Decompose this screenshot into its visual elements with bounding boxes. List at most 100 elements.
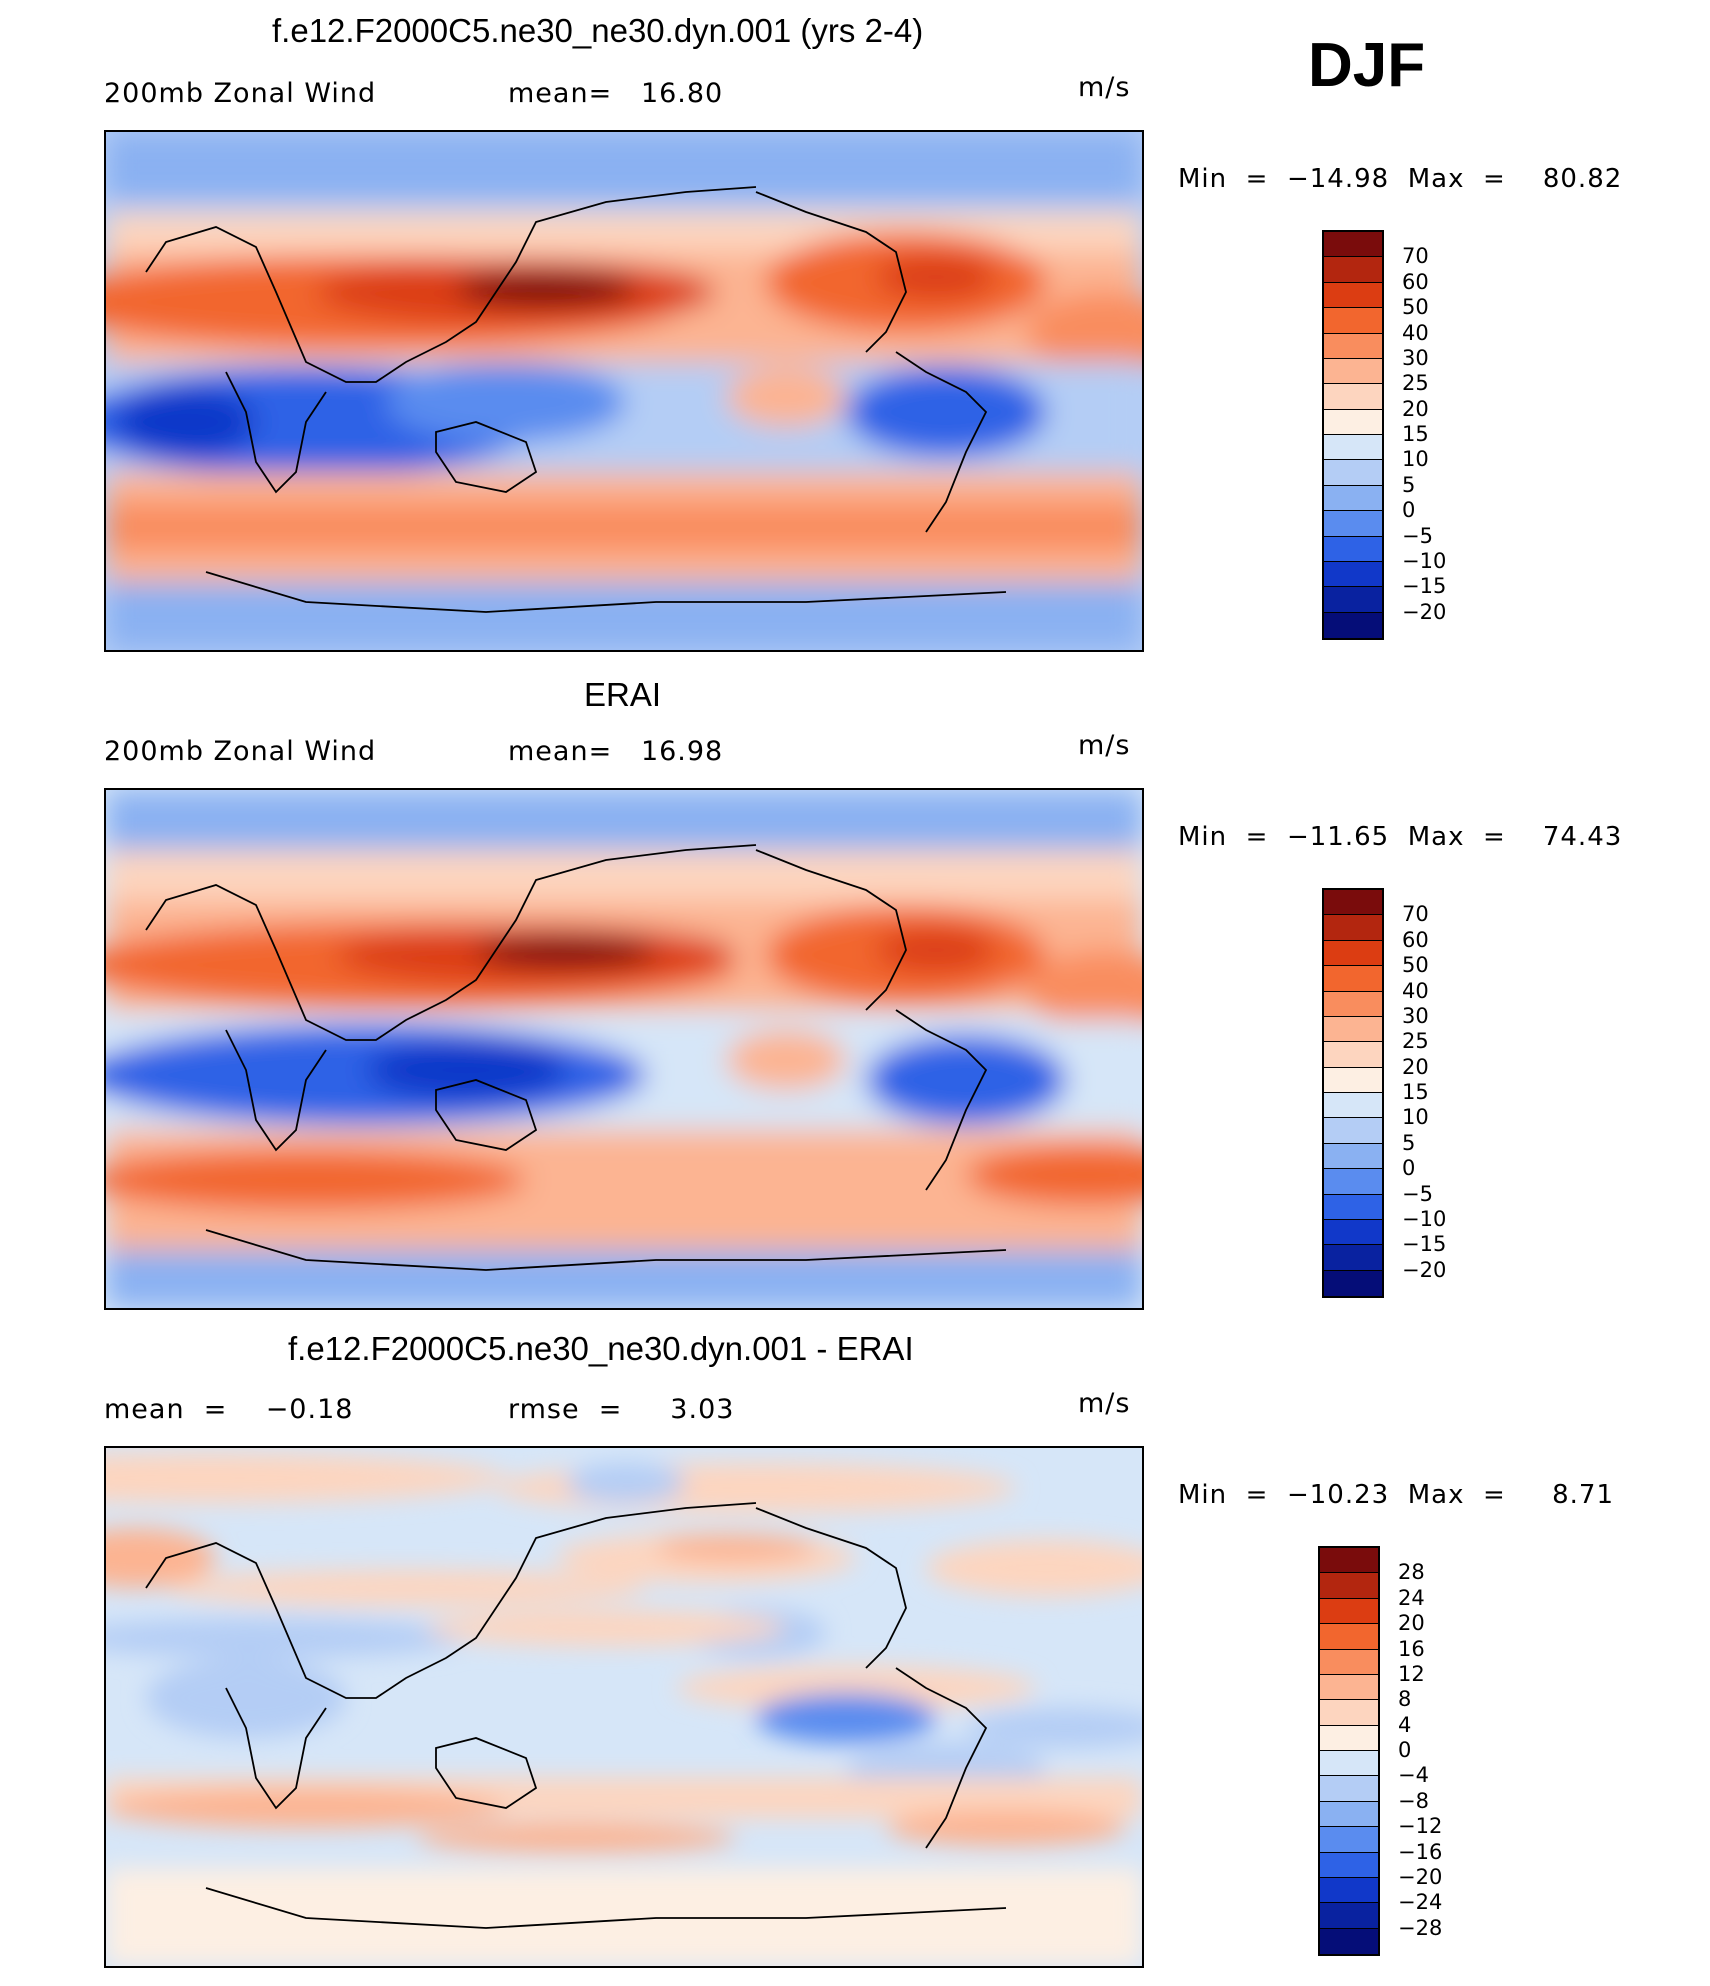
colorbar-swatch xyxy=(1324,232,1382,258)
panel-2-units: m/s xyxy=(1078,730,1131,761)
panel-3-coastlines xyxy=(145,1502,1007,1929)
panel-1-title: f.e12.F2000C5.ne30_ne30.dyn.001 (yrs 2-4… xyxy=(272,12,924,49)
colorbar-tick-label: −24 xyxy=(1398,1890,1443,1915)
colorbar-tick-label: −5 xyxy=(1402,523,1433,548)
colorbar-tick-label: −10 xyxy=(1402,548,1447,573)
colorbar-swatch xyxy=(1320,1573,1378,1599)
colorbar-swatch xyxy=(1324,940,1382,967)
colorbar-swatch xyxy=(1324,1042,1382,1068)
colorbar-swatch xyxy=(1324,915,1382,941)
colorbar-tick-label: 40 xyxy=(1402,320,1429,345)
colorbar-tick-label: 15 xyxy=(1402,422,1429,446)
colorbar-tick-label: 60 xyxy=(1402,927,1429,952)
colorbar-swatch xyxy=(1324,257,1382,283)
colorbar-swatch xyxy=(1324,1169,1382,1195)
colorbar-tick-label: 10 xyxy=(1402,447,1429,472)
colorbar-swatch xyxy=(1324,1219,1382,1246)
colorbar-swatch xyxy=(1320,1598,1378,1625)
colorbar-tick-label: −20 xyxy=(1402,1257,1447,1282)
colorbar-swatch xyxy=(1320,1852,1378,1878)
colorbar-tick-label: 24 xyxy=(1398,1585,1425,1610)
colorbar-tick-label: 0 xyxy=(1398,1738,1412,1762)
panel-3-map xyxy=(104,1446,1144,1968)
panel-1-mean: mean= 16.80 xyxy=(508,78,724,109)
colorbar-swatch xyxy=(1324,890,1382,916)
panel-2-coastlines xyxy=(145,844,1007,1271)
colorbar-swatch xyxy=(1324,587,1382,613)
panel-2-map-svg xyxy=(106,790,1142,1308)
colorbar-tick-label: 20 xyxy=(1402,396,1429,421)
panel-3-colorbar-labels: 28 24 20 16 12 8 4 0 −4 −8 −12 −16 −20 −24 −28 xyxy=(1398,1546,1498,1956)
panel-2-colorbar-labels: 70 60 50 40 30 25 20 15 10 5 0 −5 −10 −15 −20 xyxy=(1402,888,1502,1298)
colorbar-swatch xyxy=(1324,435,1382,461)
panel-3-minmax: Min = −10.23 Max = 8.71 xyxy=(1178,1480,1615,1510)
colorbar-tick-label: 0 xyxy=(1402,498,1416,523)
panel-1-minmax: Min = −14.98 Max = 80.82 xyxy=(1178,164,1623,194)
colorbar-tick-label: −20 xyxy=(1402,599,1447,624)
colorbar-swatch xyxy=(1324,460,1382,486)
colorbar-swatch xyxy=(1324,358,1382,385)
panel-3-title: f.e12.F2000C5.ne30_ne30.dyn.001 - ERAI xyxy=(288,1330,914,1367)
colorbar-tick-label: 4 xyxy=(1398,1712,1412,1737)
colorbar-swatch xyxy=(1324,1194,1382,1220)
colorbar-tick-label: −12 xyxy=(1398,1814,1443,1839)
colorbar-tick-label: −15 xyxy=(1402,1232,1447,1257)
colorbar-swatch xyxy=(1320,1624,1378,1650)
panel-2-minmax: Min = −11.65 Max = 74.43 xyxy=(1178,822,1623,852)
colorbar-tick-label: 8 xyxy=(1398,1687,1412,1712)
panel-1-left-label: 200mb Zonal Wind xyxy=(104,78,377,109)
colorbar-swatch xyxy=(1320,1877,1378,1904)
panel-3-units: m/s xyxy=(1078,1388,1131,1419)
colorbar-tick-label: 5 xyxy=(1402,1130,1416,1155)
colorbar-tick-label: 70 xyxy=(1402,902,1429,927)
colorbar-swatch xyxy=(1324,511,1382,537)
colorbar-swatch xyxy=(1324,536,1382,562)
colorbar-swatch xyxy=(1324,1016,1382,1043)
colorbar-tick-label: −16 xyxy=(1398,1839,1443,1864)
colorbar-swatch xyxy=(1320,1751,1378,1777)
panel-2-title: ERAI xyxy=(584,676,662,713)
colorbar-swatch xyxy=(1324,1245,1382,1271)
colorbar-swatch xyxy=(1324,1143,1382,1170)
colorbar-tick-label: −20 xyxy=(1398,1864,1443,1889)
colorbar-swatch xyxy=(1320,1801,1378,1828)
panel-2-colorbar xyxy=(1322,888,1384,1298)
colorbar-tick-label: 16 xyxy=(1398,1636,1425,1661)
colorbar-tick-label: 50 xyxy=(1402,953,1429,978)
colorbar-tick-label: 70 xyxy=(1402,244,1429,269)
colorbar-tick-label: 40 xyxy=(1402,978,1429,1003)
colorbar-swatch xyxy=(1324,485,1382,512)
colorbar-tick-label: 50 xyxy=(1402,295,1429,320)
colorbar-swatch xyxy=(1324,333,1382,359)
colorbar-tick-label: −28 xyxy=(1398,1915,1443,1940)
colorbar-tick-label: −8 xyxy=(1398,1788,1429,1813)
colorbar-tick-label: 0 xyxy=(1402,1156,1416,1181)
panel-3-mean: mean = −0.18 xyxy=(104,1394,354,1425)
colorbar-tick-label: 20 xyxy=(1402,1054,1429,1079)
colorbar-swatch xyxy=(1320,1903,1378,1929)
panel-1-units: m/s xyxy=(1078,72,1131,103)
colorbar-tick-label: 30 xyxy=(1402,1003,1429,1028)
panel-3-map-svg xyxy=(106,1448,1142,1966)
colorbar-swatch xyxy=(1320,1827,1378,1853)
colorbar-tick-label: 10 xyxy=(1402,1105,1429,1130)
colorbar-swatch xyxy=(1324,308,1382,334)
colorbar-swatch xyxy=(1324,282,1382,309)
panel-1-colorbar xyxy=(1322,230,1384,640)
colorbar-swatch xyxy=(1324,561,1382,588)
panel-2-mean: mean= 16.98 xyxy=(508,736,724,767)
colorbar-swatch xyxy=(1320,1700,1378,1726)
colorbar-swatch xyxy=(1324,384,1382,410)
colorbar-tick-label: 30 xyxy=(1402,345,1429,370)
colorbar-swatch xyxy=(1320,1674,1378,1701)
colorbar-tick-label: 60 xyxy=(1402,269,1429,294)
colorbar-tick-label: 12 xyxy=(1398,1661,1425,1686)
colorbar-tick-label: −15 xyxy=(1402,574,1447,599)
colorbar-tick-label: 28 xyxy=(1398,1560,1425,1585)
panel-3-colorbar xyxy=(1318,1546,1380,1956)
colorbar-tick-label: −10 xyxy=(1402,1206,1447,1231)
colorbar-tick-label: −5 xyxy=(1402,1181,1433,1206)
colorbar-swatch xyxy=(1324,966,1382,992)
colorbar-swatch xyxy=(1324,612,1382,638)
colorbar-tick-label: −4 xyxy=(1398,1763,1429,1788)
